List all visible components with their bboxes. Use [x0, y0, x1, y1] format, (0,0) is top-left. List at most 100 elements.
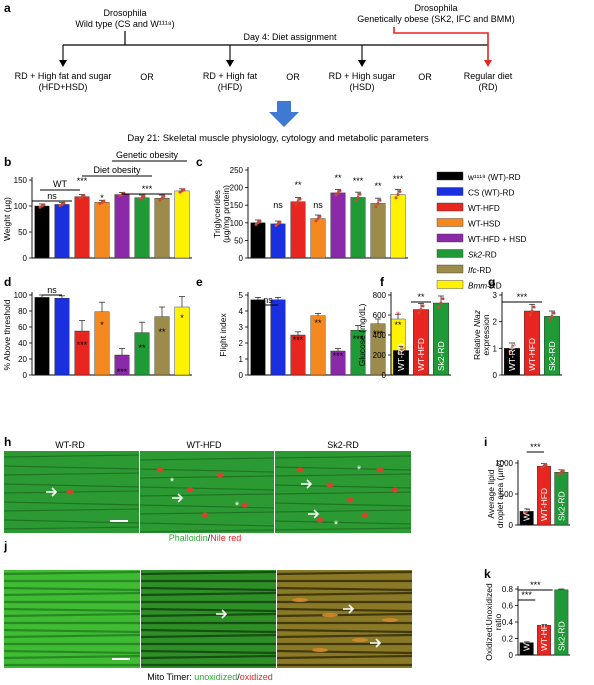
y-tick-label: 200 [373, 351, 387, 360]
muscle-fiber [274, 466, 412, 471]
significance-label: ns [47, 285, 57, 295]
data-point [336, 191, 340, 195]
significance-label: ** [417, 292, 425, 302]
bar-category-label: WT-HFD [527, 338, 537, 371]
legend: w¹¹¹⁸ (WT)-RD CS (WT)-RD WT-HFD WT-HSD WT-HF… [436, 171, 527, 291]
mito-stripe [276, 586, 413, 592]
mito-stripe [3, 612, 141, 618]
y-tick-label: 0 [23, 371, 28, 380]
wild-type-title: Drosophila [103, 8, 146, 18]
panel-a: a Drosophila Wild type (CS and W¹¹¹⁸) Dr… [4, 1, 515, 144]
y-tick-label: 80 [18, 307, 27, 316]
data-point [398, 189, 402, 193]
legend-swatch [436, 202, 464, 212]
data-point [182, 188, 186, 192]
lipid-droplet [66, 489, 74, 495]
bar [74, 196, 90, 259]
asterisk-mark: * [357, 464, 362, 476]
y-tick-label: 0 [382, 371, 387, 380]
mito-stripe [3, 591, 141, 597]
mito-stripe [140, 649, 277, 655]
data-point [298, 197, 302, 201]
mito-stripe [140, 612, 277, 618]
legend-swatch [436, 280, 464, 289]
data-point [437, 305, 441, 309]
data-point [314, 219, 318, 223]
y-tick-label: 1 [493, 344, 498, 353]
y-axis-label: Average lipiddroplet area (µm²) [486, 460, 505, 528]
panel-letter-i: i [484, 435, 487, 449]
muscle-fiber [3, 519, 140, 524]
legend-swatch [436, 233, 464, 243]
data-point [548, 318, 552, 322]
muscle-fiber [139, 475, 275, 479]
lipid-droplet [361, 512, 369, 518]
muscle-fiber [3, 501, 140, 506]
legend-swatch [436, 218, 464, 227]
mito-stripe [276, 654, 413, 660]
panel-letter-d: d [4, 275, 11, 289]
diet-hfd-abbr: (HFD) [218, 82, 243, 92]
y-tick-label: 100 [14, 291, 28, 300]
muscle-fiber [3, 508, 140, 512]
arrow-icon [301, 479, 313, 489]
data-point [254, 222, 258, 226]
diet-hfd-hsd-abbr: (HFD+HSD) [39, 82, 88, 92]
mito-stripe [276, 612, 413, 618]
data-point [278, 220, 282, 224]
day4-label: Day 4: Diet assignment [243, 32, 337, 42]
panel-letter-h: h [4, 435, 11, 449]
data-point [397, 351, 401, 355]
significance-label: ns [47, 191, 57, 201]
significance-label: ** [158, 327, 166, 337]
mito-timer-images [3, 570, 413, 668]
y-tick-label: 0 [509, 521, 514, 530]
muscle-fiber [274, 509, 412, 513]
y-tick-label: 3 [493, 291, 498, 300]
data-point [528, 313, 532, 317]
significance-label: ** [314, 318, 322, 328]
significance-label: ** [138, 343, 146, 353]
arrow-icon [343, 604, 355, 614]
oxidized-patch [352, 638, 368, 642]
panel-h: WT-RD WT-HFD Sk2-RD * * * * Phalloidin/Nile… [3, 440, 412, 543]
panel-letter-f: f [380, 275, 385, 289]
bar [74, 330, 90, 376]
lipid-droplet [156, 467, 164, 473]
data-point [510, 346, 514, 350]
mito-stripe [140, 628, 277, 634]
significance-label: *** [142, 184, 153, 194]
data-point [318, 214, 322, 218]
y-tick-label: 0.4 [502, 618, 514, 627]
y-tick-label: 3 [239, 323, 244, 332]
y-tick-label: 40 [18, 339, 27, 348]
mito-stripe [3, 633, 141, 639]
mito-stripe [276, 591, 413, 597]
y-tick-label: 5 [239, 291, 244, 300]
panel-letter-j: j [3, 539, 7, 553]
bar [250, 222, 266, 259]
y-tick-label: 1 [239, 355, 244, 364]
bar-category-label: Sk2-RD [556, 491, 566, 521]
mito-stripe [3, 570, 141, 576]
significance-label: ** [294, 180, 302, 190]
or-label: OR [286, 72, 300, 82]
bar [310, 218, 326, 259]
bar [370, 203, 386, 259]
data-point [441, 297, 445, 301]
muscle-fiber [274, 502, 412, 507]
legend-label: WT-HFD [468, 204, 500, 213]
mito-stripe [276, 628, 413, 634]
mito-stripe [3, 607, 141, 613]
y-axis-label: Flight index [218, 313, 228, 357]
obese-title: Drosophila [414, 3, 457, 13]
y-tick-label: 0 [509, 651, 514, 660]
muscle-fiber [139, 529, 275, 533]
panel-letter-k: k [484, 567, 491, 581]
muscle-fiber [3, 472, 140, 476]
diet-arrowheads [59, 60, 366, 67]
lipid-droplet [216, 472, 224, 478]
